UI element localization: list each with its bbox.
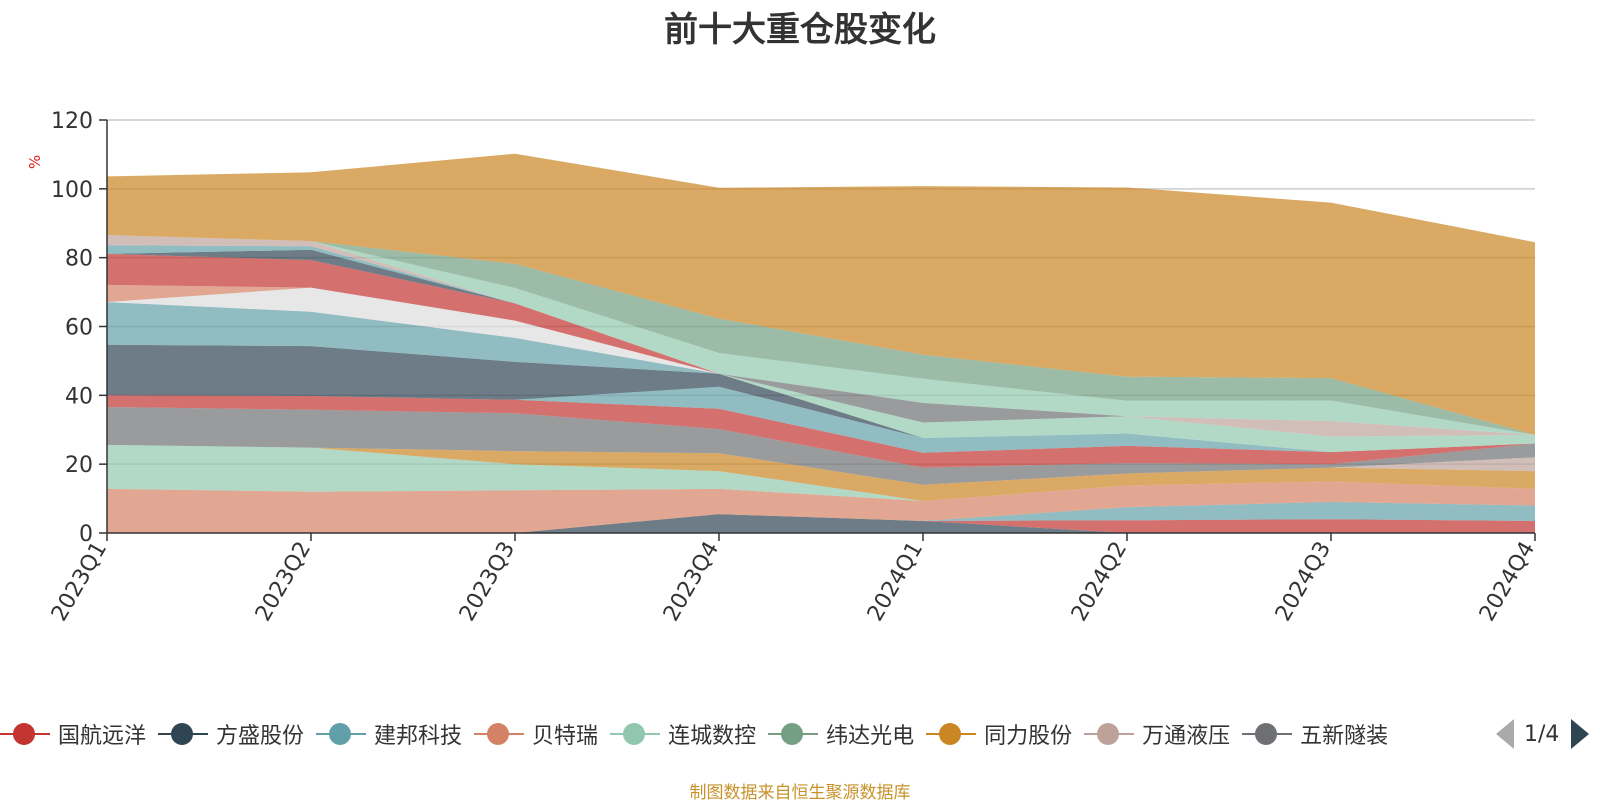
- legend-label: 建邦科技: [374, 724, 463, 749]
- legend-swatch-icon: [926, 722, 977, 746]
- series-area-23[interactable]: [107, 235, 1535, 435]
- x-tick-label: 2024Q4: [1475, 538, 1540, 626]
- x-tick-label: 2023Q1: [47, 538, 112, 626]
- pager-text: 1/4: [1524, 721, 1560, 747]
- legend-swatch-icon: [610, 722, 661, 746]
- legend-swatch-icon: [768, 722, 819, 746]
- series-area-1[interactable]: [107, 514, 1535, 533]
- series-area-24[interactable]: [107, 153, 1535, 435]
- legend-pager: 1/4: [1496, 716, 1600, 752]
- x-axis-ticks: 2023Q1 2023Q2 2023Q3 2023Q4 2024Q1 2024Q2 2024…: [47, 533, 1540, 626]
- x-tick-label: 2023Q3: [455, 538, 520, 626]
- y-tick-label: 20: [65, 453, 93, 478]
- series-area-0[interactable]: [107, 514, 1535, 533]
- series-area-8[interactable]: [107, 407, 1535, 485]
- legend-item[interactable]: 纬达光电: [768, 712, 914, 756]
- legend-label: 同力股份: [984, 724, 1073, 749]
- legend-label: 纬达光电: [826, 724, 915, 749]
- y-tick-label: 60: [65, 316, 93, 341]
- legend-label: 方盛股份: [216, 724, 305, 749]
- legend-item[interactable]: 同力股份: [926, 712, 1072, 756]
- series-area-4[interactable]: [107, 444, 1535, 501]
- legend-label: 万通液压: [1142, 724, 1231, 749]
- legend-swatch-icon: [316, 722, 367, 746]
- series-area-2[interactable]: [107, 502, 1535, 533]
- y-tick-label: 40: [65, 384, 93, 409]
- legend-item[interactable]: 国航远洋: [0, 712, 146, 756]
- chart-title: 前十大重仓股变化: [664, 10, 936, 50]
- legend-item[interactable]: 连城数控: [610, 712, 756, 756]
- series-area-18[interactable]: [107, 253, 1535, 437]
- legend-item[interactable]: 贝特瑞: [474, 712, 598, 756]
- legend-item[interactable]: 建邦科技: [316, 712, 462, 756]
- legend-swatch-icon: [158, 722, 209, 746]
- legend-item[interactable]: 万通液压: [1084, 712, 1230, 756]
- stacked-areas: [107, 153, 1535, 533]
- series-area-3[interactable]: [107, 481, 1535, 533]
- x-tick-label: 2024Q3: [1271, 538, 1336, 626]
- legend-swatch-icon: [0, 722, 50, 746]
- area-chart: 0 20 40 60 80 100 120 2023Q1 2023Q2 2023Q3 2023Q4…: [26, 109, 1540, 626]
- y-tick-label: 80: [65, 247, 93, 272]
- y-axis-ticks: 0 20 40 60 80 100 120: [51, 109, 107, 547]
- y-tick-label: 0: [79, 522, 93, 547]
- series-area-11[interactable]: [107, 344, 1535, 453]
- x-tick-label: 2024Q2: [1067, 538, 1132, 626]
- legend-item[interactable]: 五新隧装: [1242, 712, 1388, 756]
- series-area-14[interactable]: [107, 287, 1535, 437]
- y-tick-label: 120: [51, 109, 93, 134]
- legend-swatch-icon: [474, 722, 525, 746]
- legend-label: 国航远洋: [58, 724, 147, 749]
- legend-label: 五新隧装: [1300, 724, 1389, 749]
- series-area-13[interactable]: [107, 302, 1535, 453]
- pager-prev-icon[interactable]: [1496, 719, 1514, 749]
- series-area-10[interactable]: [107, 386, 1535, 453]
- x-tick-label: 2023Q2: [251, 538, 316, 626]
- series-area-9[interactable]: [107, 395, 1535, 468]
- source-note: 制图数据来自恒生聚源数据库: [689, 783, 911, 803]
- legend: 国航远洋 方盛股份 建邦科技 贝特瑞 连城数控 纬达光电 同力股份 万通液压 五新隧装: [0, 712, 1490, 756]
- y-tick-label: 100: [51, 178, 93, 203]
- series-area-6[interactable]: [107, 444, 1535, 501]
- y-axis-label: %: [26, 155, 44, 169]
- series-area-22[interactable]: [107, 235, 1535, 435]
- series-area-12[interactable]: [107, 302, 1535, 453]
- pager-next-icon[interactable]: [1571, 719, 1590, 749]
- legend-swatch-icon: [1242, 722, 1293, 746]
- legend-label: 贝特瑞: [532, 724, 599, 749]
- legend-swatch-icon: [1084, 722, 1135, 746]
- legend-label: 连城数控: [668, 724, 757, 749]
- x-tick-label: 2023Q4: [659, 538, 724, 626]
- legend-item[interactable]: 方盛股份: [158, 712, 304, 756]
- x-tick-label: 2024Q1: [863, 538, 928, 626]
